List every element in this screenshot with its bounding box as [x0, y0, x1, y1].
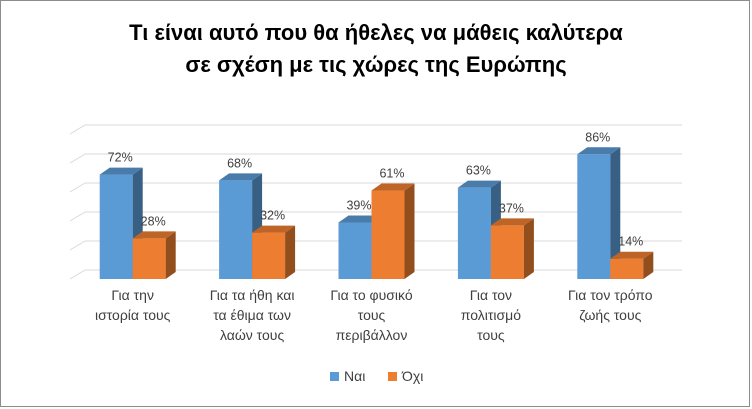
category-label: Για τον τρόπο: [568, 287, 653, 303]
bar-no: [490, 225, 524, 279]
gridline-depth: [69, 182, 86, 193]
gridline-depth: [69, 153, 86, 164]
bar-side: [285, 225, 296, 279]
category-labels: Για την ιστορία τους Για τα ήθη και τα έθιμ…: [95, 287, 653, 343]
data-label: 37%: [499, 201, 524, 215]
category-label: τα έθιμα των: [213, 307, 291, 323]
bar-top: [132, 231, 176, 239]
bar-top: [577, 147, 621, 155]
category-label: Για το φυσικό: [330, 287, 413, 303]
category-label: περιβάλλον: [336, 327, 408, 343]
data-label: 14%: [618, 235, 643, 249]
bar-side: [523, 218, 534, 279]
data-label: 61%: [379, 167, 404, 181]
legend-swatch: [330, 372, 339, 381]
bar-no: [252, 232, 286, 279]
category-label: Για τα ήθη και: [210, 287, 295, 303]
bar-top: [610, 251, 654, 259]
category-label: ζωής τους: [579, 307, 641, 323]
category-label: Για τον: [470, 287, 512, 303]
legend: Ναι Όχι: [330, 368, 423, 384]
bar-no: [610, 258, 644, 279]
data-label: 86%: [585, 130, 610, 144]
chart-title-line: Τι είναι αυτό που θα ήθελες να μάθεις κα…: [129, 20, 623, 45]
category-label: τους: [358, 307, 386, 323]
gridline-depth: [69, 124, 86, 135]
bar-no: [132, 238, 166, 279]
bar-yes: [457, 187, 491, 279]
category-label: λαών τους: [220, 327, 284, 343]
bar-yes: [577, 154, 611, 279]
bar-side: [610, 147, 621, 279]
bar-top: [219, 173, 263, 181]
bar-top: [99, 167, 143, 175]
data-label: 63%: [466, 164, 491, 178]
bars: [99, 147, 654, 279]
chart-title-line: σε σχέση με τις χώρες της Ευρώπης: [185, 52, 566, 77]
bar-no: [371, 190, 405, 279]
gridline-depth: [69, 211, 86, 222]
category-label: πολιτισμό: [461, 307, 521, 323]
data-label: 68%: [227, 156, 252, 170]
legend-label: Όχι: [401, 368, 423, 384]
legend-swatch: [388, 372, 397, 381]
data-label: 28%: [141, 214, 166, 228]
category-label: τους: [477, 327, 505, 343]
bar-top: [338, 215, 382, 223]
data-labels: 72% 28% 68% 32% 39% 61% 63% 37% 86% 14%: [108, 130, 644, 248]
gridline-depth: [69, 240, 86, 251]
category-label: ιστορία τους: [95, 307, 171, 323]
category-label: Για την: [111, 287, 154, 303]
bar-yes: [219, 180, 253, 279]
bar-yes: [99, 174, 133, 279]
chart-title: Τι είναι αυτό που θα ήθελες να μάθεις κα…: [129, 20, 623, 77]
bar-top: [252, 225, 296, 233]
bar-top: [457, 180, 501, 188]
legend-label: Ναι: [344, 368, 365, 384]
bar-top: [371, 183, 415, 191]
bar-side: [165, 231, 176, 279]
data-label: 39%: [346, 198, 371, 212]
bar-side: [643, 251, 654, 279]
bar-side: [404, 183, 415, 279]
bar-top: [490, 218, 534, 226]
gridline-depth: [69, 269, 86, 280]
data-label: 32%: [260, 209, 285, 223]
data-label: 72%: [108, 151, 133, 165]
bar-yes: [338, 222, 372, 279]
